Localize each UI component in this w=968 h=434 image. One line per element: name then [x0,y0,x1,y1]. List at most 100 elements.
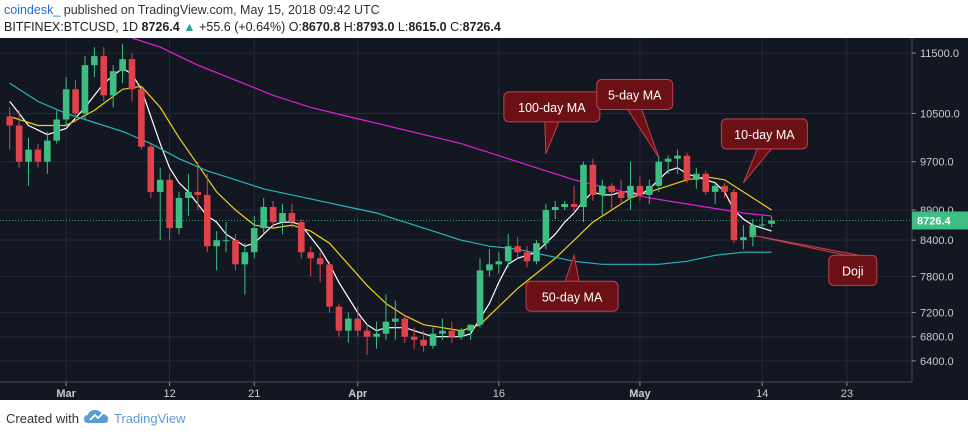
time-tick-label: 14 [756,388,768,400]
candle-down [702,173,710,192]
time-tick-label: 21 [248,388,260,400]
publish-line: coindesk_ published on TradingView.com, … [4,3,380,17]
candle-up [175,197,183,229]
low-value: 8615.0 [408,20,447,34]
candles [6,44,775,355]
candle-down [721,185,728,192]
candle-down [72,89,79,114]
candle-up [533,243,540,262]
candle-up [44,140,51,162]
candle-up [241,252,249,265]
candle-down [166,179,173,229]
candle-down [448,330,456,337]
candle-down [288,213,296,223]
candle-up [655,161,663,186]
price-tick-label: 7800.0 [920,271,954,283]
candle-down [401,318,409,337]
chart-area[interactable]: 100-day MA 5-day MA 10-day MA 50-day MA Doji… [0,37,968,400]
tradingview-logo-icon[interactable] [84,409,110,425]
candle-down [683,155,691,180]
candle-down [316,258,324,265]
price-tick-label: 10500.0 [920,108,960,120]
candle-down [410,336,418,340]
candle-up [250,228,258,253]
candle-up [542,210,550,244]
candle-up [439,330,446,334]
open-value: 8670.8 [301,20,341,34]
candle-up [768,220,775,224]
candle-up [382,321,390,334]
candle-down [420,339,427,346]
candle-up [91,56,98,66]
symbol-label: BITFINEX:BTCUSD, 1D [4,20,139,34]
candle-up [646,185,653,195]
candle-up [185,191,192,198]
ma5-line [9,67,772,338]
candle-down [636,185,644,195]
candle-down [15,125,23,162]
candle-up [213,240,220,247]
candle-down [128,59,136,90]
candle-down [608,185,615,192]
candle-down [100,56,108,96]
candle-up [345,318,352,331]
candle-up [467,324,474,331]
time-tick-label: 12 [163,388,175,400]
candle-down [589,164,597,195]
callout-box [525,280,619,312]
candle-down [34,149,42,162]
candle-down [335,306,343,331]
time-tick-label: May [629,388,651,400]
annotations: 100-day MA 5-day MA 10-day MA 50-day MA Doji [503,78,878,312]
candle-down [298,222,305,253]
candle-up [486,264,493,271]
time-tick-label: 16 [493,388,505,400]
price-tick-label: 7200.0 [920,308,954,320]
candle-up [260,206,267,229]
candle-down [147,146,155,192]
publish-info: published on TradingView.com, May 15, 20… [63,3,380,17]
price-tick-label: 6400.0 [920,356,954,368]
candle-up [25,149,32,162]
time-axis[interactable]: Mar 12 21 Apr 16 May 14 23 [0,381,912,400]
candle-up [62,89,70,120]
candle-up [495,261,503,265]
candle-up [551,206,559,210]
callout-box [596,78,674,110]
price-chart[interactable]: 100-day MA 5-day MA 10-day MA 50-day MA Doji… [0,37,968,400]
candle-up [627,185,634,198]
candle-down [194,191,202,195]
candle-down [138,89,145,147]
open-label: O: [288,20,302,34]
candle-down [523,252,531,262]
created-with-label: Created with [6,411,79,426]
candle-up [599,185,606,195]
candle-up [740,237,747,241]
candle-up [664,158,672,162]
candle-down [269,206,277,223]
price-tick-label: 8400.0 [920,235,954,247]
candle-down [730,191,738,241]
ma50-line [9,82,772,265]
close-value: 8726.4 [462,20,501,34]
candle-up [119,59,126,72]
candle-up [674,155,681,159]
last-price: 8726.4 [141,20,180,34]
symbol-line: BITFINEX:BTCUSD, 1D 8726.4 ▲ +55.6 (+0.6… [4,20,501,34]
callout-label: 10-day MA [734,128,795,142]
candle-down [570,203,578,207]
candle-down [232,240,239,265]
candle-up [429,333,437,346]
candle-down [363,330,371,337]
candle-up [457,330,465,337]
tradingview-link[interactable]: TradingView [114,411,186,426]
candle-up [711,185,719,192]
candle-down [6,116,13,126]
author-link[interactable]: coindesk_ [4,3,61,17]
candle-up [392,318,399,322]
candle-up [279,213,286,223]
candle-up [156,179,164,192]
last-price-tag: 8726.4 [912,211,968,230]
candle-up [476,270,484,325]
candle-up [580,164,587,207]
